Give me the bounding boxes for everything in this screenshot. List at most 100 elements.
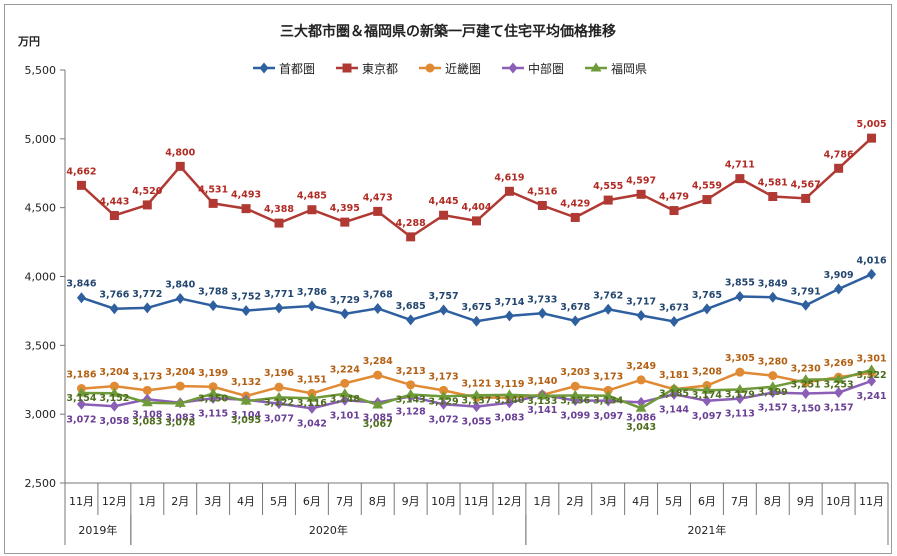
data-point <box>768 371 778 381</box>
data-label: 3,208 <box>692 367 722 378</box>
data-label: 4,485 <box>297 191 327 202</box>
legend-marker <box>342 63 352 73</box>
data-label: 3,133 <box>527 396 557 407</box>
data-point <box>240 395 252 405</box>
data-label: 3,199 <box>198 368 228 379</box>
data-point <box>406 380 416 390</box>
data-label: 3,849 <box>758 278 788 289</box>
data-point <box>768 291 778 303</box>
data-label: 3,083 <box>165 413 195 424</box>
data-label: 3,140 <box>494 395 524 406</box>
data-label: 3,179 <box>725 390 755 401</box>
axes: 2,500 3,000 3,500 4,000 4,500 5,000 5,500 <box>25 64 888 490</box>
data-label: 3,097 <box>692 411 722 422</box>
data-label: 3,136 <box>560 395 590 406</box>
data-label: 3,186 <box>66 370 96 381</box>
legend-label: 近畿圏 <box>445 62 481 76</box>
series-1 <box>76 268 877 328</box>
data-point <box>340 308 350 320</box>
y-tick-label: 4,500 <box>25 202 57 215</box>
data-label: 3,280 <box>758 357 788 368</box>
data-point <box>340 217 350 227</box>
data-point <box>801 193 811 203</box>
data-label: 3,097 <box>593 411 623 422</box>
y-axis-unit-label: 万円 <box>17 35 40 48</box>
data-point <box>602 390 614 400</box>
chart-frame: 三大都市圏＆福岡県の新築一戸建て住宅平均価格推移 万円 首都圏 東京都 近畿圏 中部圏… <box>4 4 892 554</box>
data-label: 4,567 <box>791 179 821 190</box>
data-label: 3,116 <box>297 398 327 409</box>
data-point <box>504 186 514 196</box>
data-point <box>274 218 284 228</box>
data-label: 3,204 <box>99 367 129 378</box>
x-tick-label: 2月 <box>171 495 189 508</box>
data-label: 3,108 <box>132 409 162 420</box>
legend: 首都圏 東京都 近畿圏 中部圏 福岡県 <box>253 61 647 76</box>
data-label: 3,909 <box>824 270 854 281</box>
x-tick-label: 1月 <box>533 495 551 508</box>
data-label: 3,148 <box>330 394 360 405</box>
data-label: 3,204 <box>165 367 195 378</box>
data-label: 4,445 <box>429 196 459 207</box>
data-point <box>274 382 284 392</box>
data-point <box>536 390 548 400</box>
data-label: 3,855 <box>725 277 755 288</box>
data-label: 3,199 <box>758 387 788 398</box>
data-label: 4,520 <box>132 186 162 197</box>
data-label: 4,404 <box>461 202 491 213</box>
data-point <box>108 387 120 397</box>
x-tick-label: 6月 <box>698 495 716 508</box>
data-label: 3,132 <box>231 377 261 388</box>
data-point <box>834 163 844 173</box>
data-point <box>834 387 844 399</box>
chart-title: 三大都市圏＆福岡県の新築一戸建て住宅平均価格推移 <box>280 23 616 40</box>
data-label: 3,253 <box>824 379 854 390</box>
data-point <box>767 381 779 391</box>
data-point <box>405 388 417 398</box>
data-label: 3,174 <box>692 390 722 401</box>
y-tick-label: 5,500 <box>25 64 57 77</box>
data-point <box>735 174 745 184</box>
data-label: 4,429 <box>560 198 590 209</box>
data-point <box>603 195 613 205</box>
legend-marker <box>425 63 435 73</box>
data-point <box>636 396 646 408</box>
data-point <box>175 381 185 391</box>
data-label: 4,443 <box>99 197 129 208</box>
legend-entry-2: 東京都 <box>336 62 398 76</box>
data-point <box>207 388 219 398</box>
y-tick-label: 5,000 <box>25 133 57 146</box>
data-label: 3,241 <box>857 391 887 402</box>
data-point <box>636 375 646 385</box>
data-point <box>339 388 351 398</box>
data-label: 3,128 <box>396 407 426 418</box>
data-label: 4,559 <box>692 181 722 192</box>
x-tick-label: 11月 <box>69 495 94 508</box>
x-tick-label: 6月 <box>303 495 321 508</box>
data-label: 3,043 <box>626 422 656 433</box>
data-label: 3,752 <box>231 292 261 303</box>
data-point <box>867 268 877 280</box>
x-tick-label: 9月 <box>797 495 815 508</box>
data-label: 3,230 <box>791 364 821 375</box>
data-point <box>603 303 613 315</box>
data-label: 3,322 <box>857 370 887 381</box>
data-label: 3,791 <box>791 286 821 297</box>
data-label: 3,078 <box>165 417 195 428</box>
year-label: 2021年 <box>687 523 726 537</box>
year-label: 2019年 <box>78 523 117 537</box>
x-tick-label: 7月 <box>336 495 354 508</box>
data-label: 3,115 <box>198 408 228 419</box>
x-tick-label: 10月 <box>431 495 456 508</box>
data-point <box>472 401 481 413</box>
data-point <box>503 389 515 399</box>
data-point <box>307 402 317 414</box>
data-label: 3,284 <box>363 356 393 367</box>
data-label: 4,288 <box>396 218 426 229</box>
data-point <box>537 200 547 210</box>
data-label: 3,157 <box>824 403 854 414</box>
data-label: 3,305 <box>725 353 755 364</box>
data-label: 4,493 <box>231 190 261 201</box>
data-point <box>406 314 416 326</box>
